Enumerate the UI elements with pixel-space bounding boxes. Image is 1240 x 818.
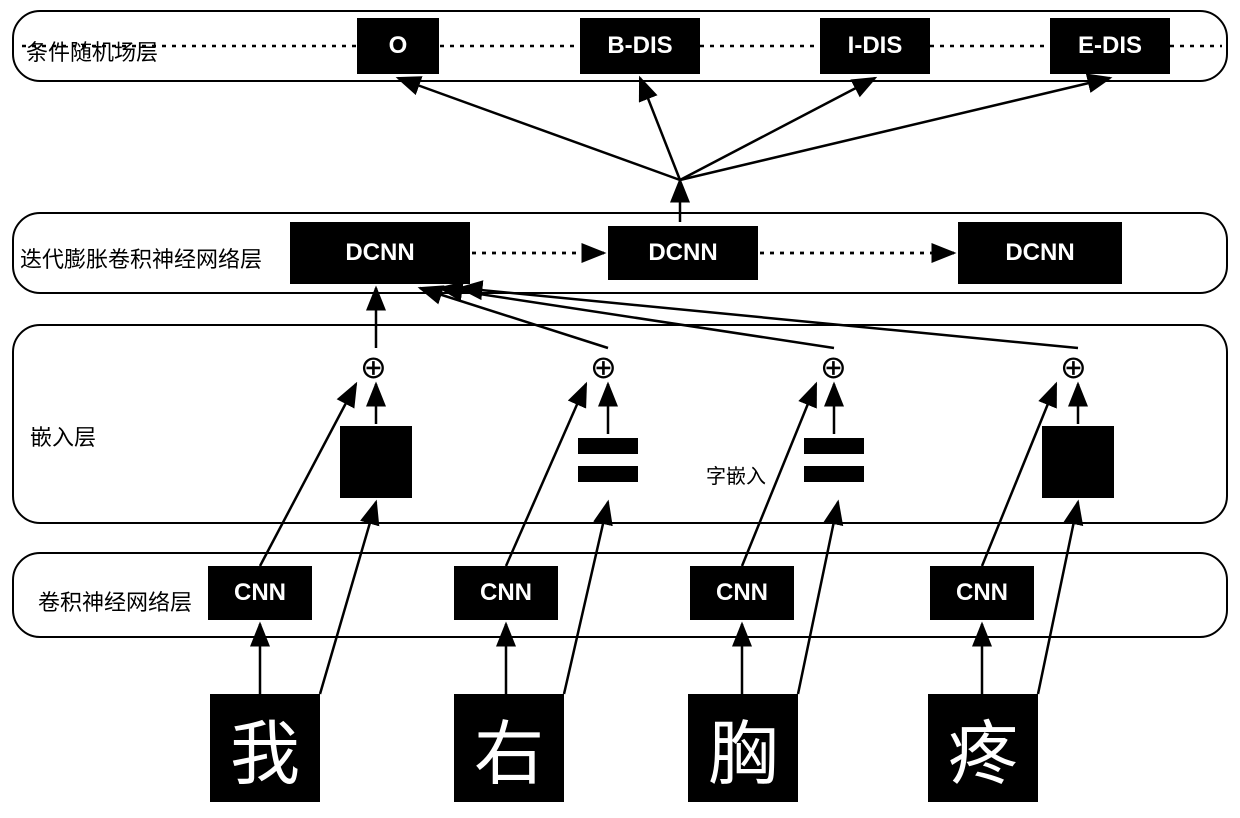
input-char-2: 胸: [688, 694, 798, 802]
embed-square-3: [1042, 426, 1114, 498]
crf-node-1: B-DIS: [580, 18, 700, 74]
oplus-1: ⊕: [590, 348, 617, 386]
input-char-0: 我: [210, 694, 320, 802]
cnn-layer-label: 卷积神经网络层: [38, 585, 192, 617]
cnn-layer-box: [12, 552, 1228, 638]
dcnn-node-2: DCNN: [958, 222, 1122, 284]
embed-bars-1: [578, 438, 638, 494]
embed-layer-label: 嵌入层: [30, 420, 96, 452]
oplus-0: ⊕: [360, 348, 387, 386]
char-embed-label: 字嵌入: [706, 460, 766, 489]
embed-square-0: [340, 426, 412, 498]
crf-node-2: I-DIS: [820, 18, 930, 74]
dcnn-layer-label: 迭代膨胀卷积神经网络层: [20, 242, 262, 274]
input-char-3: 疼: [928, 694, 1038, 802]
dcnn-node-0: DCNN: [290, 222, 470, 284]
cnn-node-1: CNN: [454, 566, 558, 620]
oplus-2: ⊕: [820, 348, 847, 386]
input-char-1: 右: [454, 694, 564, 802]
cnn-node-2: CNN: [690, 566, 794, 620]
dcnn-node-1: DCNN: [608, 226, 758, 280]
embed-bars-2: [804, 438, 864, 494]
cnn-node-0: CNN: [208, 566, 312, 620]
crf-node-0: O: [357, 18, 439, 74]
oplus-3: ⊕: [1060, 348, 1087, 386]
crf-layer-label: 条件随机场层: [26, 35, 158, 67]
cnn-node-3: CNN: [930, 566, 1034, 620]
crf-node-3: E-DIS: [1050, 18, 1170, 74]
